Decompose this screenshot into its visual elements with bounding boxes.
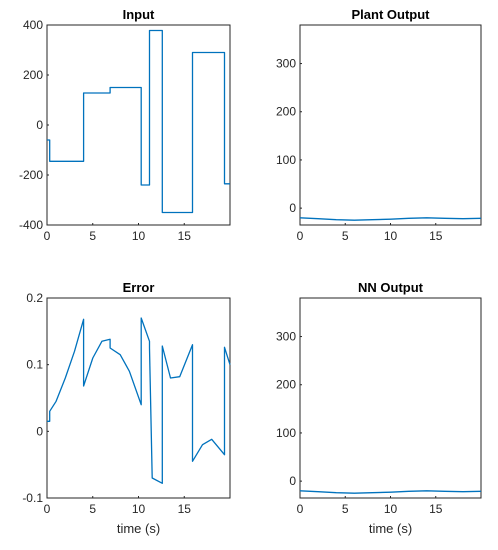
x-tick-label: 15 — [178, 502, 192, 516]
subplot-title: NN Output — [358, 280, 424, 295]
axes-box — [299, 297, 482, 499]
y-tick-label: -0.1 — [22, 491, 43, 505]
y-tick-label: 100 — [276, 426, 296, 440]
y-tick-label: -400 — [19, 218, 43, 232]
x-tick-label: 10 — [132, 229, 146, 243]
y-tick-label: 100 — [276, 153, 296, 167]
x-tick-label: 0 — [297, 502, 304, 516]
series-line-1 — [47, 29, 230, 214]
x-tick-label: 0 — [44, 502, 51, 516]
y-tick-label: 200 — [23, 68, 43, 82]
y-tick-label: 200 — [276, 378, 296, 392]
x-tick-label: 0 — [44, 229, 51, 243]
subplot-title: Input — [123, 7, 155, 22]
series-line-1 — [299, 217, 482, 221]
y-tick-label: 200 — [276, 105, 296, 119]
x-tick-label: 10 — [132, 502, 146, 516]
y-tick-label: 0 — [36, 118, 43, 132]
x-tick-label: 15 — [429, 502, 443, 516]
axes-box — [46, 24, 231, 226]
series-line-1 — [299, 490, 482, 494]
x-axis-label: time (s) — [117, 521, 160, 536]
axes-box — [299, 24, 482, 226]
subplot-title: Plant Output — [352, 7, 431, 22]
x-tick-label: 10 — [384, 229, 398, 243]
x-tick-label: 5 — [89, 229, 96, 243]
subplot-4: 0 5 10 15 0 100 200 300 NN Output time (s) — [276, 280, 482, 536]
y-tick-label: 300 — [276, 57, 296, 71]
y-tick-label: 0 — [36, 424, 43, 438]
y-tick-label: 0 — [289, 474, 296, 488]
x-axis-label: time (s) — [369, 521, 412, 536]
subplot-1: 0 5 10 15 -400 -200 0 200 400 Input — [19, 7, 231, 243]
y-tick-label: 0.1 — [26, 358, 43, 372]
x-tick-label: 0 — [297, 229, 304, 243]
x-tick-label: 5 — [89, 502, 96, 516]
y-tick-label: 0.2 — [26, 291, 43, 305]
x-tick-label: 15 — [429, 229, 443, 243]
subplot-2: 0 5 10 15 0 100 200 300 Plant Output — [276, 7, 482, 243]
x-tick-label: 15 — [178, 229, 192, 243]
x-tick-label: 5 — [342, 229, 349, 243]
subplot-title: Error — [123, 280, 155, 295]
x-tick-label: 10 — [384, 502, 398, 516]
y-tick-label: 300 — [276, 330, 296, 344]
x-tick-label: 5 — [342, 502, 349, 516]
y-tick-label: 0 — [289, 201, 296, 215]
y-tick-label: 400 — [23, 18, 43, 32]
series-line-1 — [47, 317, 231, 484]
y-tick-label: -200 — [19, 168, 43, 182]
